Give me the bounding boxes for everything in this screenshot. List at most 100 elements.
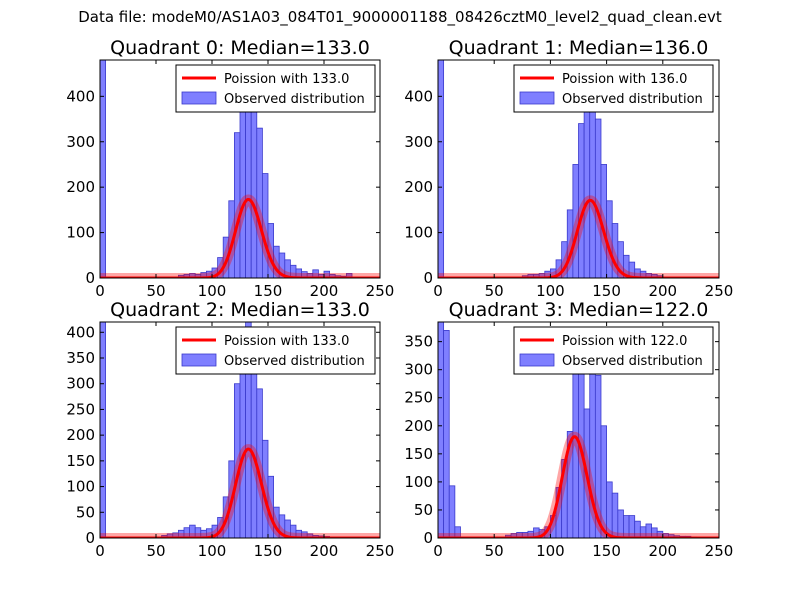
poisson-curve — [438, 198, 719, 278]
x-tick-label: 200 — [310, 542, 339, 560]
x-tick-label: 250 — [705, 542, 734, 560]
histogram-bar — [438, 322, 445, 538]
y-tick-label: 50 — [76, 503, 95, 521]
histogram-bar — [448, 485, 456, 538]
legend-hist-swatch — [519, 353, 555, 367]
y-tick-label: 0 — [423, 269, 433, 287]
histogram-bar — [438, 60, 445, 278]
legend-curve-label: Poission with 133.0 — [224, 334, 349, 349]
y-tick-label: 200 — [404, 417, 433, 435]
quadrant-3-plot-area — [438, 322, 719, 538]
legend-box — [513, 64, 714, 113]
legend-hist-label: Observed distribution — [224, 92, 365, 107]
x-tick-label: 150 — [254, 282, 283, 300]
x-tick-label: 200 — [310, 282, 339, 300]
x-tick-label: 50 — [146, 282, 165, 300]
y-tick-label: 400 — [66, 323, 95, 341]
y-tick-label: 350 — [404, 333, 433, 351]
y-tick-label: 300 — [404, 133, 433, 151]
y-tick-label: 150 — [404, 445, 433, 463]
y-tick-label: 300 — [66, 375, 95, 393]
legend-curve-label: Poission with 122.0 — [562, 334, 687, 349]
figure-suptitle: Data file: modeM0/AS1A03_084T01_90000011… — [78, 8, 722, 26]
histogram-bar — [583, 95, 591, 278]
histogram-bar — [345, 273, 353, 278]
x-tick-label: 50 — [485, 282, 504, 300]
axes-frame — [99, 59, 381, 279]
y-tick-label: 350 — [66, 349, 95, 367]
poisson-curve — [100, 197, 380, 278]
quadrant-2-plot-area — [100, 322, 380, 538]
y-tick-label: 300 — [404, 361, 433, 379]
y-tick-label: 50 — [414, 501, 433, 519]
quadrant-3-axes: 0 50 100 150 200 250 0 50 100 150 200 250 300 350 Quad… — [404, 299, 733, 560]
x-tick-label: 50 — [485, 542, 504, 560]
x-tick-label: 200 — [648, 542, 677, 560]
axes-frame — [99, 321, 381, 539]
histogram-bar — [454, 526, 461, 538]
x-tick-label: 50 — [146, 542, 165, 560]
x-tick-label: 0 — [433, 282, 443, 300]
axes-title: Quadrant 1: Median=136.0 — [449, 37, 709, 59]
histogram-bar — [100, 322, 106, 538]
y-tick-label: 0 — [423, 529, 433, 547]
x-tick-label: 100 — [536, 282, 565, 300]
y-tick-label: 150 — [66, 452, 95, 470]
y-tick-label: 200 — [404, 178, 433, 196]
legend-curve-label: Poission with 136.0 — [562, 72, 687, 87]
legend-curve-label: Poission with 133.0 — [224, 72, 349, 87]
y-tick-label: 400 — [66, 87, 95, 105]
x-tick-label: 250 — [366, 282, 395, 300]
x-tick-label: 200 — [648, 282, 677, 300]
y-tick-label: 100 — [66, 224, 95, 242]
x-tick-label: 100 — [198, 282, 227, 300]
y-tick-label: 100 — [404, 473, 433, 491]
x-tick-label: 150 — [592, 282, 621, 300]
x-tick-label: 100 — [536, 542, 565, 560]
quadrant-2-axes: 0 50 100 150 200 250 0 50 100 150 200 250 300 350 400 Q… — [66, 299, 394, 560]
y-tick-label: 250 — [66, 400, 95, 418]
y-tick-label: 0 — [85, 269, 95, 287]
histogram-bar — [239, 347, 246, 538]
histogram-bar — [312, 269, 319, 278]
legend-hist-label: Observed distribution — [224, 354, 365, 369]
legend: Poission with 136.0 Observed distribution — [513, 64, 714, 113]
quadrant-1-plot-area — [438, 60, 719, 278]
legend-hist-label: Observed distribution — [562, 354, 703, 369]
y-tick-label: 400 — [404, 87, 433, 105]
axes-frame — [437, 321, 720, 539]
legend: Poission with 133.0 Observed distribution — [175, 64, 376, 113]
x-tick-label: 0 — [433, 542, 443, 560]
legend-hist-swatch — [181, 91, 217, 105]
axes-title: Quadrant 3: Median=122.0 — [449, 299, 709, 321]
histogram-bar — [443, 330, 450, 538]
legend: Poission with 133.0 Observed distribution — [175, 326, 376, 375]
quadrant-0-plot-area — [100, 60, 380, 278]
x-tick-label: 250 — [705, 282, 734, 300]
histogram-bar — [239, 109, 246, 278]
poisson-curve — [100, 447, 380, 538]
x-tick-label: 0 — [95, 282, 105, 300]
y-tick-label: 100 — [66, 478, 95, 496]
y-tick-label: 300 — [66, 133, 95, 151]
x-tick-label: 150 — [254, 542, 283, 560]
legend-hist-swatch — [519, 91, 555, 105]
x-tick-label: 150 — [592, 542, 621, 560]
histogram-bar — [100, 60, 106, 278]
poisson-curve — [438, 435, 719, 538]
axes-title: Quadrant 2: Median=133.0 — [110, 299, 370, 321]
legend-hist-swatch — [181, 353, 217, 367]
axes-frame — [437, 59, 720, 279]
quadrant-1-axes: 0 50 100 150 200 250 0 100 200 300 400 Quadrant 1: … — [404, 37, 733, 300]
legend-hist-label: Observed distribution — [562, 92, 703, 107]
x-tick-label: 100 — [198, 542, 227, 560]
y-tick-label: 250 — [404, 389, 433, 407]
legend: Poission with 122.0 Observed distribution — [513, 326, 714, 375]
y-tick-label: 200 — [66, 178, 95, 196]
x-tick-label: 250 — [366, 542, 395, 560]
histogram-bar — [245, 86, 252, 278]
axes-title: Quadrant 0: Median=133.0 — [110, 37, 370, 59]
y-tick-label: 200 — [66, 426, 95, 444]
histogram-bar — [611, 492, 619, 538]
